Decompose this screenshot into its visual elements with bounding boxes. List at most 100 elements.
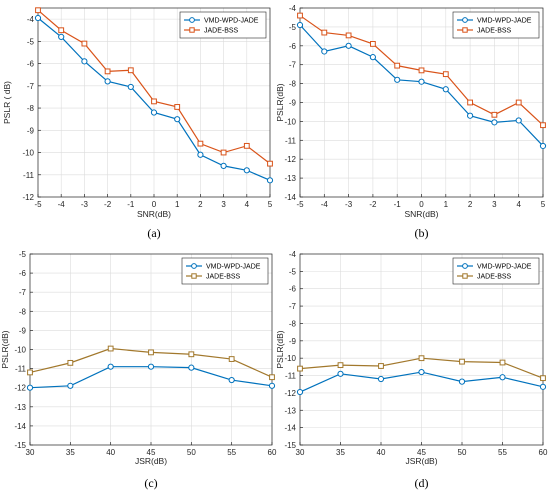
data-point (188, 364, 195, 371)
data-point (148, 349, 154, 356)
data-point (220, 162, 227, 169)
data-point (540, 122, 546, 129)
x-tick-label: -1 (127, 200, 135, 209)
series-2 (297, 355, 546, 382)
data-point (220, 149, 227, 156)
data-point (243, 167, 250, 174)
y-tick-label: -11 (23, 171, 35, 180)
y-tick-label: -9 (289, 337, 297, 346)
panel-label: (c) (144, 476, 157, 490)
series-1 (26, 363, 276, 391)
data-point (174, 104, 181, 110)
y-tick-label: -12 (284, 389, 296, 398)
data-point (26, 384, 34, 391)
data-point (267, 160, 273, 167)
y-tick-label: -7 (289, 302, 297, 311)
chart-panel-3: 30 35 40 45 50 55 60 -15 -14 -13 -12 -11 -10 -9 -8 -7 -6… (0, 250, 277, 490)
y-tick-label: -5 (289, 23, 297, 32)
x-tick-label: 60 (539, 448, 548, 457)
data-point (467, 112, 474, 119)
x-tick-label: 55 (227, 448, 236, 457)
legend-label: JADE-BSS (204, 28, 239, 35)
x-tick-label: -3 (81, 200, 89, 209)
legend-swatch-marker (189, 27, 195, 33)
chart-panel-4: 30 35 40 45 50 55 60 -15 -14 -13 -12 -11 -10 -9 -8 -7 -6… (275, 250, 548, 490)
chart-panel-2: -5 -4 -3 -2 -1 0 1 2 3 4 5-14-13-12-11-10-9-8-7-6-… (275, 4, 547, 240)
x-tick-label: 45 (147, 448, 156, 457)
data-point (491, 119, 498, 126)
x-tick-label: 45 (417, 448, 426, 457)
y-tick-label: -13 (14, 403, 26, 412)
panel-label: (a) (147, 226, 160, 240)
legend: VMD-WPD-JADE JADE-BSS (179, 11, 267, 39)
data-point (296, 388, 304, 396)
x-axis-label: SNR(dB) (404, 209, 438, 219)
y-tick-label: -13 (284, 406, 296, 415)
legend-swatch-marker (462, 27, 468, 33)
data-point (174, 116, 181, 123)
y-tick-label: -11 (285, 136, 297, 145)
data-point (442, 86, 449, 93)
y-tick-label: -8 (27, 104, 35, 113)
y-tick-label: -10 (284, 117, 296, 126)
series-2 (297, 12, 546, 129)
y-axis-label: PSLR(dB) (275, 330, 285, 368)
x-tick-label: 3 (492, 200, 497, 209)
x-tick-label: 60 (268, 448, 277, 457)
x-tick-label: 35 (336, 448, 345, 457)
x-tick-label: -1 (394, 200, 402, 209)
y-tick-label: -8 (19, 307, 27, 316)
data-point (34, 14, 42, 22)
data-point (197, 151, 204, 158)
legend-box (179, 11, 267, 39)
data-point (499, 359, 506, 366)
data-point (151, 98, 157, 105)
y-tick-label: -15 (14, 441, 26, 450)
x-tick-label: 1 (175, 200, 180, 209)
y-tick-label: -6 (289, 285, 297, 294)
data-point (418, 368, 425, 376)
data-point (321, 29, 328, 36)
data-point (394, 76, 401, 83)
data-point (197, 140, 204, 147)
y-tick-label: -4 (289, 250, 297, 259)
y-tick-label: -7 (27, 82, 35, 91)
data-point (269, 374, 275, 381)
data-point (491, 111, 498, 118)
data-point (296, 21, 304, 29)
data-point (467, 99, 474, 106)
y-axis-label: PSLR(dB) (0, 330, 10, 368)
y-tick-label: -5 (19, 250, 27, 259)
x-tick-label: 1 (444, 200, 449, 209)
data-point (459, 358, 465, 365)
y-tick-label: -7 (19, 288, 27, 297)
data-point (337, 370, 344, 377)
data-point (127, 67, 134, 74)
legend-label: VMD-WPD-JADE (204, 18, 259, 25)
y-tick-label: -12 (14, 384, 26, 393)
y-tick-label: -5 (27, 37, 35, 46)
x-tick-label: -2 (369, 200, 377, 209)
x-tick-label: 30 (296, 448, 305, 457)
legend: VMD-WPD-JADE JADE-BSS (452, 11, 540, 39)
y-tick-label: -6 (289, 42, 297, 51)
x-tick-label: -5 (296, 200, 304, 209)
data-point (104, 78, 111, 85)
data-point (81, 40, 88, 47)
panel-label: (b) (415, 226, 429, 240)
series-1 (34, 14, 274, 184)
legend-box (181, 257, 269, 285)
data-point (539, 142, 547, 150)
series-1 (296, 21, 547, 150)
data-point (297, 365, 303, 372)
x-tick-label: 4 (245, 200, 250, 209)
x-tick-label: 5 (268, 200, 273, 209)
data-point (268, 382, 276, 389)
legend-swatch-marker (191, 263, 197, 269)
data-point (442, 71, 449, 78)
data-point (370, 41, 376, 47)
x-tick-label: -5 (34, 200, 42, 209)
legend-label: JADE-BSS (206, 274, 241, 281)
x-tick-label: 2 (198, 200, 203, 209)
data-point (266, 177, 274, 184)
